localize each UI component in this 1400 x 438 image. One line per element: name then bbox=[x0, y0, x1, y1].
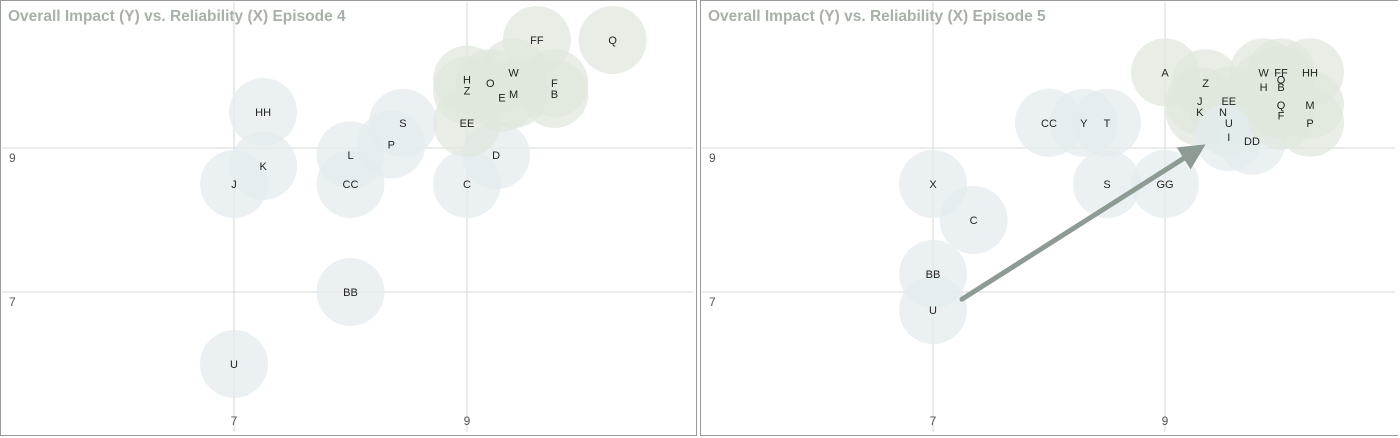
point-label-cc: CC bbox=[343, 179, 359, 191]
point-label-o: O bbox=[486, 78, 495, 90]
point-label-s: S bbox=[399, 118, 406, 130]
point-label-c: C bbox=[970, 215, 978, 227]
point-label-o: O bbox=[1277, 75, 1286, 87]
point-label-u: U bbox=[1225, 118, 1233, 130]
trend-arrow-shaft bbox=[959, 155, 1187, 302]
point-label-gg: GG bbox=[1156, 179, 1173, 191]
point-label-bb: BB bbox=[343, 287, 358, 299]
point-label-a: A bbox=[1161, 67, 1169, 79]
point-label-k: K bbox=[1196, 107, 1204, 119]
bubble-s[interactable] bbox=[368, 88, 437, 157]
point-label-c: C bbox=[463, 179, 471, 191]
point-label-p: P bbox=[388, 139, 395, 151]
point-label-d: D bbox=[492, 150, 500, 162]
bubble-t[interactable] bbox=[1073, 88, 1141, 157]
point-label-hh: HH bbox=[1302, 67, 1318, 79]
point-label-ff: FF bbox=[530, 35, 544, 47]
x-tick-label: 9 bbox=[1162, 414, 1169, 428]
chart-panel-episode-5: 7 9 9 7 X C BB U CC Y T S GG A Z J K EE N U I DD H O B W FF HH Q M F P … bbox=[700, 0, 1398, 437]
point-label-k: K bbox=[259, 161, 267, 173]
point-label-m: M bbox=[509, 89, 518, 101]
bubble-gg[interactable] bbox=[1131, 150, 1199, 218]
point-label-t: T bbox=[1104, 118, 1111, 130]
chart-title: Overall Impact (Y) vs. Reliability (X) E… bbox=[8, 8, 346, 25]
point-label-ee: EE bbox=[460, 118, 475, 130]
point-label-u: U bbox=[230, 359, 238, 371]
point-label-n: N bbox=[1219, 107, 1227, 119]
bubble-s[interactable] bbox=[1073, 150, 1141, 218]
point-label-e: E bbox=[498, 93, 505, 105]
point-label-z: Z bbox=[1202, 78, 1209, 90]
bubble-u[interactable] bbox=[899, 276, 967, 344]
point-label-w: W bbox=[508, 67, 519, 79]
point-label-ff: FF bbox=[1274, 67, 1288, 79]
point-label-q: Q bbox=[608, 35, 617, 47]
point-label-l: L bbox=[347, 150, 353, 162]
y-tick-label: 9 bbox=[709, 151, 716, 165]
bubble-u[interactable] bbox=[200, 330, 268, 398]
bubble-bb[interactable] bbox=[316, 258, 385, 326]
point-label-s: S bbox=[1103, 179, 1110, 191]
trend-arrow-head bbox=[1176, 144, 1206, 170]
point-label-m: M bbox=[1305, 100, 1314, 112]
bubble-c[interactable] bbox=[939, 186, 1008, 254]
bubble-layer bbox=[200, 6, 647, 398]
point-label-f: F bbox=[551, 78, 558, 90]
chart-border bbox=[700, 0, 1398, 436]
bubble-layer bbox=[899, 38, 1344, 344]
bubble-j[interactable] bbox=[200, 150, 268, 218]
y-tick-label: 7 bbox=[709, 295, 716, 309]
point-label-dd: DD bbox=[1244, 136, 1260, 148]
point-label-h: H bbox=[1260, 82, 1268, 94]
bubble-b[interactable] bbox=[520, 60, 589, 128]
chart-panel-episode-4: 7 9 9 7 HH K J U BB CC L P S C D EE H Z O E M W FF F B Q Overall … bbox=[0, 0, 698, 437]
bubble-q[interactable] bbox=[578, 6, 647, 74]
point-label-p: P bbox=[1306, 118, 1313, 130]
point-label-h: H bbox=[463, 75, 471, 87]
bubble-hh[interactable] bbox=[229, 78, 298, 146]
chart-border bbox=[0, 0, 697, 436]
chart-title: Overall Impact (Y) vs. Reliability (X) E… bbox=[708, 8, 1046, 25]
point-label-f: F bbox=[1278, 111, 1285, 123]
x-tick-label: 7 bbox=[930, 414, 937, 428]
point-label-z: Z bbox=[464, 85, 471, 97]
y-tick-label: 7 bbox=[9, 295, 16, 309]
point-label-i: I bbox=[1227, 132, 1230, 144]
bubble-p[interactable] bbox=[1276, 88, 1344, 157]
point-label-w: W bbox=[1258, 67, 1269, 79]
point-label-hh: HH bbox=[255, 107, 271, 119]
point-label-y: Y bbox=[1080, 118, 1088, 130]
point-label-j: J bbox=[1197, 96, 1203, 108]
point-label-cc: CC bbox=[1041, 118, 1057, 130]
point-label-b: B bbox=[1277, 82, 1284, 94]
x-tick-label: 7 bbox=[231, 414, 238, 428]
point-label-u: U bbox=[929, 305, 937, 317]
point-label-j: J bbox=[231, 179, 237, 191]
x-tick-label: 9 bbox=[464, 414, 471, 428]
point-label-ee: EE bbox=[1221, 96, 1236, 108]
point-label-x: X bbox=[929, 179, 937, 191]
point-label-b: B bbox=[551, 89, 558, 101]
point-label-bb: BB bbox=[926, 269, 941, 281]
point-label-q: Q bbox=[1277, 100, 1286, 112]
y-tick-label: 9 bbox=[9, 151, 16, 165]
